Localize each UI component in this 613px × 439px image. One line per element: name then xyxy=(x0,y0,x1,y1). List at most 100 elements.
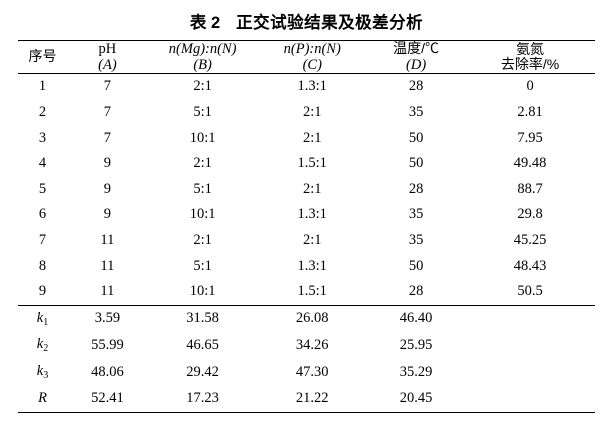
cell-ph: 9 xyxy=(103,180,112,197)
analysis-value-empty xyxy=(465,359,595,386)
cell-temperature: 28 xyxy=(408,180,424,197)
table-row: 4 9 2:1 1.5:1 50 49.48 xyxy=(18,151,595,177)
analysis-label: k2 xyxy=(18,332,67,359)
analysis-row: k1 3.59 31.58 26.08 46.40 xyxy=(18,304,595,333)
analysis-label-text: k xyxy=(36,363,44,379)
header-cell-ph: pH (A) xyxy=(67,39,148,74)
analysis-label-text: R xyxy=(38,389,47,406)
cell-p-n: 1.3:1 xyxy=(297,206,327,223)
analysis-value-ph: 52.41 xyxy=(91,390,124,407)
cell-temperature: 50 xyxy=(408,257,424,274)
cell-p-n: 2:1 xyxy=(302,180,322,197)
cell-mg-n: 5:1 xyxy=(193,180,212,197)
cell-mg-n: 5:1 xyxy=(193,104,212,121)
cell-ph: 9 xyxy=(103,155,112,172)
header-cell-mg-n: n(Mg):n(N) (B) xyxy=(147,39,258,74)
cell-temperature: 35 xyxy=(408,104,424,121)
table-row: 8 11 5:1 1.3:1 50 48.43 xyxy=(18,254,595,280)
cell-temperature: 28 xyxy=(367,73,466,101)
header-row: 序号 pH (A) n(Mg):n(N) (B) n(P):n(N) (C) 温… xyxy=(18,39,595,74)
cell-ph: 11 xyxy=(100,283,115,300)
analysis-value-empty xyxy=(465,386,595,413)
orthogonal-experiment-table: 序号 pH (A) n(Mg):n(N) (B) n(P):n(N) (C) 温… xyxy=(18,39,595,439)
cell-mg-n: 10:1 xyxy=(189,129,216,146)
cell-removal-rate: 50.5 xyxy=(517,283,543,300)
analysis-value-temperature: 35.29 xyxy=(399,363,433,380)
cell-index: 7 xyxy=(38,232,47,249)
cell-temperature: 35 xyxy=(408,232,424,249)
cell-index: 4 xyxy=(38,155,47,172)
cell-removal-rate: 29.8 xyxy=(517,206,543,223)
analysis-row: R 52.41 17.23 21.22 20.45 xyxy=(18,386,595,413)
analysis-label: k3 xyxy=(18,359,67,386)
table-row: 7 11 2:1 2:1 35 45.25 xyxy=(18,228,595,254)
header-removal-rate-line1: 氨氮 xyxy=(516,40,545,57)
cell-p-n: 1.3:1 xyxy=(257,73,368,101)
analysis-label-sub: 2 xyxy=(43,343,49,355)
analysis-label: k1 xyxy=(18,304,68,333)
analysis-label-text: k xyxy=(36,309,44,326)
cell-index: 8 xyxy=(38,257,47,274)
cell-ph: 11 xyxy=(100,257,115,274)
table-row: 6 9 10:1 1.3:1 35 29.8 xyxy=(18,202,595,228)
cell-index: 3 xyxy=(38,129,47,146)
header-cell-temperature: 温度/℃ (D) xyxy=(367,39,466,74)
cell-index: 2 xyxy=(38,104,47,121)
cell-p-n: 2:1 xyxy=(302,129,322,146)
cell-removal-rate: 45.25 xyxy=(513,232,547,249)
analysis-value-mg-n: 46.65 xyxy=(186,336,219,353)
cell-mg-n: 10:1 xyxy=(189,283,216,300)
analysis-value-mg-n: 17.23 xyxy=(186,390,219,407)
cell-ph: 7 xyxy=(67,73,148,101)
header-ph-line2: (A) xyxy=(98,57,117,74)
header-temperature-line2: (D) xyxy=(406,56,427,73)
cell-mg-n: 2:1 xyxy=(193,232,212,249)
analysis-label: R xyxy=(18,386,67,413)
cell-p-n: 1.5:1 xyxy=(297,283,327,300)
cell-mg-n: 10:1 xyxy=(189,206,216,223)
cell-ph: 9 xyxy=(103,206,112,223)
table-row: 5 9 5:1 2:1 28 88.7 xyxy=(18,177,595,203)
cell-temperature: 50 xyxy=(408,155,424,172)
cell-removal-rate: 48.43 xyxy=(513,257,547,274)
header-index-line1: 序号 xyxy=(28,48,57,65)
analysis-value-ph: 55.99 xyxy=(91,336,124,353)
cell-removal-rate: 0 xyxy=(465,73,595,101)
cell-temperature: 50 xyxy=(408,129,424,146)
table-row: 3 7 10:1 2:1 50 7.95 xyxy=(18,126,595,152)
header-p-n-line1: n(P):n(N) xyxy=(283,41,341,57)
analysis-value-p-n: 34.26 xyxy=(295,336,329,353)
cell-p-n: 1.3:1 xyxy=(297,257,327,274)
cell-removal-rate: 7.95 xyxy=(517,129,543,146)
table-caption: 表 2 正交试验结果及极差分析 xyxy=(18,0,595,40)
analysis-value-mg-n: 31.58 xyxy=(147,304,258,333)
cell-index: 5 xyxy=(38,180,47,197)
cell-removal-rate: 49.48 xyxy=(513,155,547,172)
table-row: 9 11 10:1 1.5:1 28 50.5 xyxy=(18,279,595,305)
header-temperature-line1: 温度/℃ xyxy=(393,40,440,57)
cell-index: 1 xyxy=(18,73,68,101)
analysis-row: k2 55.99 46.65 34.26 25.95 xyxy=(18,332,595,359)
table-caption-label: 表 2 xyxy=(189,14,221,32)
header-cell-p-n: n(P):n(N) (C) xyxy=(257,39,368,74)
analysis-value-temperature: 25.95 xyxy=(399,336,433,353)
table-bottom-rule xyxy=(18,412,595,439)
cell-removal-rate: 2.81 xyxy=(517,104,543,121)
header-p-n-line2: (C) xyxy=(302,57,322,74)
analysis-value-mg-n: 29.42 xyxy=(186,363,219,380)
header-mg-n-line2: (B) xyxy=(193,57,212,74)
cell-mg-n: 5:1 xyxy=(193,257,212,274)
cell-p-n: 1.5:1 xyxy=(297,155,327,172)
header-ph-line1: pH xyxy=(98,41,117,57)
table-row: 2 7 5:1 2:1 35 2.81 xyxy=(18,100,595,126)
table-row: 1 7 2:1 1.3:1 28 0 xyxy=(18,73,595,101)
analysis-value-empty xyxy=(465,332,595,359)
analysis-label-text: k xyxy=(36,336,44,353)
analysis-value-empty xyxy=(465,304,595,333)
table-body: 1 7 2:1 1.3:1 28 0 2 7 5:1 2:1 35 2.81 3… xyxy=(18,73,595,305)
analysis-value-p-n: 26.08 xyxy=(257,304,368,333)
cell-ph: 7 xyxy=(103,129,112,146)
header-mg-n-line1: n(Mg):n(N) xyxy=(168,41,237,57)
analysis-value-p-n: 21.22 xyxy=(295,390,329,407)
